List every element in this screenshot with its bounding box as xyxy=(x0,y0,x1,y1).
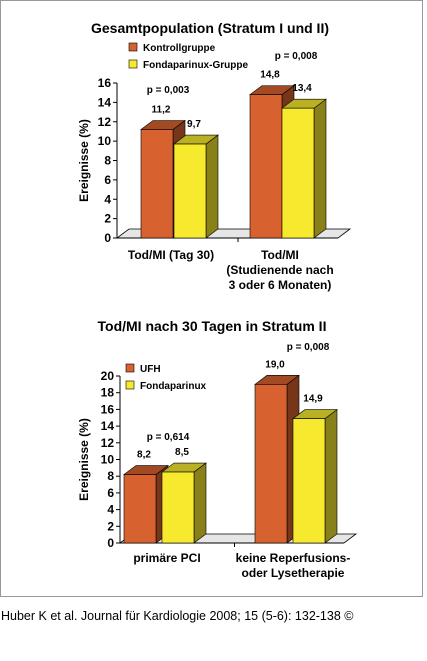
bar-value-label: 19,0 xyxy=(265,359,285,370)
p-value-label: p = 0,008 xyxy=(275,51,318,62)
bar xyxy=(292,418,326,544)
y-tick-label: 6 xyxy=(107,486,114,500)
y-tick-label: 8 xyxy=(104,154,111,168)
category-label: keine Reperfusions- xyxy=(236,551,351,565)
chart-title: Gesamtpopulation (Stratum I und II) xyxy=(91,20,329,36)
legend-swatch xyxy=(125,380,135,390)
bar xyxy=(140,129,174,239)
category-label: (Studienende nach xyxy=(226,263,333,277)
y-tick-label: 4 xyxy=(104,192,111,206)
y-tick-label: 0 xyxy=(104,231,111,245)
p-value-label: p = 0,008 xyxy=(287,342,330,353)
category-label: Tod/MI xyxy=(261,248,299,262)
citation-caption: Huber K et al. Journal für Kardiologie 2… xyxy=(1,609,354,623)
y-tick-label: 18 xyxy=(101,386,115,400)
y-tick-label: 2 xyxy=(104,212,111,226)
bar xyxy=(281,107,315,239)
y-tick-label: 10 xyxy=(101,453,115,467)
bar-value-label: 14,9 xyxy=(303,394,323,405)
y-tick-label: 14 xyxy=(98,95,112,109)
p-value-label: p = 0,614 xyxy=(147,432,190,443)
chart-1: Gesamtpopulation (Stratum I und II) 0 2 4 6 8… xyxy=(77,20,352,292)
bar-side xyxy=(205,134,219,239)
category-label: Tod/MI (Tag 30) xyxy=(128,248,214,262)
y-tick-label: 6 xyxy=(104,173,111,187)
figure-frame xyxy=(0,0,423,597)
bar-value-label: 9,7 xyxy=(187,119,201,130)
y-tick-label: 8 xyxy=(107,469,114,483)
y-tick-label: 10 xyxy=(98,134,112,148)
y-tick-label: 0 xyxy=(107,536,114,550)
y-axis-label: Ereignisse (%) xyxy=(77,418,91,501)
bar-side xyxy=(324,408,338,544)
chart-2: Tod/MI nach 30 Tagen in Stratum II 0 2 4 6 8 1… xyxy=(77,318,358,580)
bar xyxy=(254,384,288,544)
legend-label: Fondaparinux-Gruppe xyxy=(143,60,248,71)
bar-value-label: 13,4 xyxy=(292,83,312,94)
bar xyxy=(173,143,207,239)
p-value-label: p = 0,003 xyxy=(147,85,190,96)
y-tick-label: 20 xyxy=(101,369,115,383)
bar-value-label: 8,2 xyxy=(137,450,151,461)
legend-swatch xyxy=(128,59,138,69)
y-tick-label: 4 xyxy=(107,503,114,517)
y-tick-label: 12 xyxy=(98,115,112,129)
y-tick-label: 14 xyxy=(101,419,115,433)
bar xyxy=(161,471,195,544)
bar xyxy=(249,94,283,239)
legend-swatch xyxy=(125,363,135,373)
legend-label: UFH xyxy=(140,364,161,375)
y-tick-label: 16 xyxy=(98,76,112,90)
category-label: primäre PCI xyxy=(133,551,200,565)
bar-value-label: 14,8 xyxy=(260,70,280,81)
chart-title: Tod/MI nach 30 Tagen in Stratum II xyxy=(98,318,327,334)
bar xyxy=(123,474,157,544)
y-tick-label: 16 xyxy=(101,402,115,416)
legend-label: Kontrollgruppe xyxy=(143,43,216,54)
y-tick-label: 2 xyxy=(107,519,114,533)
legend-swatch xyxy=(128,42,138,52)
y-tick-label: 12 xyxy=(101,436,115,450)
y-axis-label: Ereignisse (%) xyxy=(77,119,91,202)
bar-side xyxy=(313,98,327,239)
bar-value-label: 11,2 xyxy=(152,105,171,116)
category-label: oder Lysetherapie xyxy=(242,566,345,580)
bar-value-label: 8,5 xyxy=(175,447,189,458)
legend-label: Fondaparinux xyxy=(140,381,207,392)
bar-side xyxy=(193,462,207,544)
category-label: 3 oder 6 Monaten) xyxy=(229,278,332,292)
